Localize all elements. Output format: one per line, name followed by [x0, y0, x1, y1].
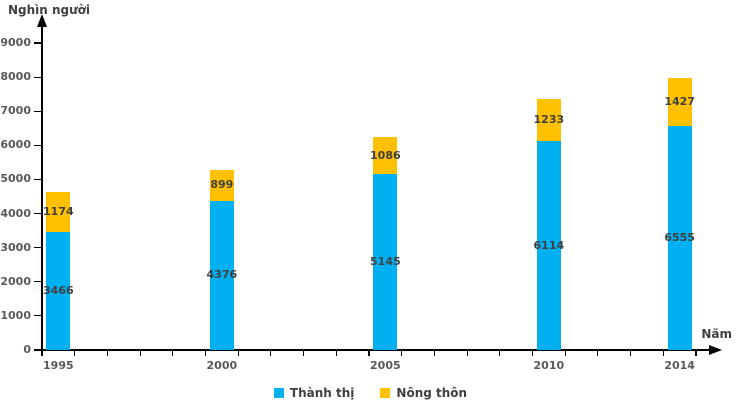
x-tick	[564, 350, 566, 356]
legend-label: Nông thôn	[396, 386, 468, 400]
data-label: 6114	[533, 238, 565, 252]
y-tick-label: 8000	[0, 70, 31, 84]
bar-segment-thành-thị	[46, 231, 71, 350]
x-tick	[499, 350, 501, 356]
x-tick-label: 2005	[370, 359, 401, 372]
bar-segment-nông-thôn	[373, 137, 398, 175]
x-tick	[401, 350, 403, 356]
y-tick	[34, 281, 42, 283]
y-axis-line	[41, 26, 43, 351]
y-tick	[34, 178, 42, 181]
x-tick-label: 2010	[533, 359, 565, 372]
data-label: 1174	[43, 204, 74, 218]
x-tick	[237, 350, 239, 356]
y-tick-label: 4000	[0, 206, 31, 220]
x-tick	[106, 350, 108, 356]
x-tick	[139, 350, 141, 356]
x-tick-label: 1995	[43, 359, 74, 372]
legend-item: Thành thị	[273, 386, 355, 400]
y-axis-arrow-icon	[36, 14, 47, 27]
bar-segment-nông-thôn	[209, 170, 234, 201]
y-tick	[34, 144, 42, 146]
y-tick	[34, 247, 42, 249]
x-tick-label: 2014	[664, 359, 695, 372]
x-tick	[270, 350, 272, 356]
y-tick-label: 0	[23, 343, 31, 356]
x-tick	[466, 350, 468, 356]
y-axis-title: Nghìn người	[8, 3, 91, 17]
x-tick	[695, 350, 697, 356]
x-tick	[531, 350, 534, 356]
x-tick	[74, 350, 76, 356]
y-tick	[34, 42, 42, 44]
x-tick	[368, 350, 370, 356]
y-tick	[34, 212, 42, 215]
y-tick-label: 7000	[0, 104, 31, 118]
data-label: 5145	[370, 255, 401, 269]
x-tick	[335, 350, 337, 356]
y-tick	[34, 76, 42, 78]
legend-swatch-icon	[273, 388, 284, 398]
x-axis-line	[41, 349, 711, 351]
y-tick	[34, 349, 42, 351]
y-tick-label: 2000	[0, 274, 31, 288]
y-tick-label: 6000	[0, 138, 31, 152]
x-tick	[630, 350, 632, 356]
legend-item: Nông thôn	[380, 386, 467, 400]
bar-segment-thành-thị	[667, 126, 692, 350]
y-tick	[34, 110, 42, 112]
bar-segment-nông-thôn	[667, 77, 692, 127]
data-label: 3466	[43, 283, 74, 297]
data-label: 1086	[370, 148, 401, 162]
data-label: 4376	[206, 268, 238, 282]
y-tick	[34, 315, 42, 317]
x-axis-arrow-icon	[709, 344, 722, 355]
y-tick-label: 5000	[0, 172, 31, 186]
data-label: 899	[210, 178, 234, 192]
legend-swatch-icon	[380, 388, 391, 398]
bar-segment-nông-thôn	[536, 99, 561, 142]
x-tick	[433, 350, 435, 356]
data-label: 6555	[664, 231, 695, 245]
data-label: 1233	[533, 113, 565, 127]
bar-segment-nông-thôn	[46, 191, 71, 232]
x-axis-title: Năm	[701, 327, 732, 341]
x-tick	[204, 350, 207, 356]
x-tick	[662, 350, 664, 356]
y-tick-label: 3000	[0, 240, 31, 254]
x-tick	[597, 350, 599, 356]
legend-label: Thành thị	[289, 386, 355, 400]
y-tick-label: 1000	[0, 308, 31, 322]
bar-segment-thành-thị	[209, 200, 234, 350]
data-label: 1427	[664, 95, 695, 109]
legend: Thành thị Nông thôn	[0, 384, 741, 402]
bar-segment-thành-thị	[536, 141, 561, 350]
bar-segment-thành-thị	[373, 174, 398, 350]
y-tick-label: 9000	[0, 36, 31, 49]
x-tick	[41, 350, 43, 356]
x-tick	[172, 350, 174, 356]
x-tick	[303, 350, 305, 356]
x-tick-label: 2000	[206, 359, 238, 372]
